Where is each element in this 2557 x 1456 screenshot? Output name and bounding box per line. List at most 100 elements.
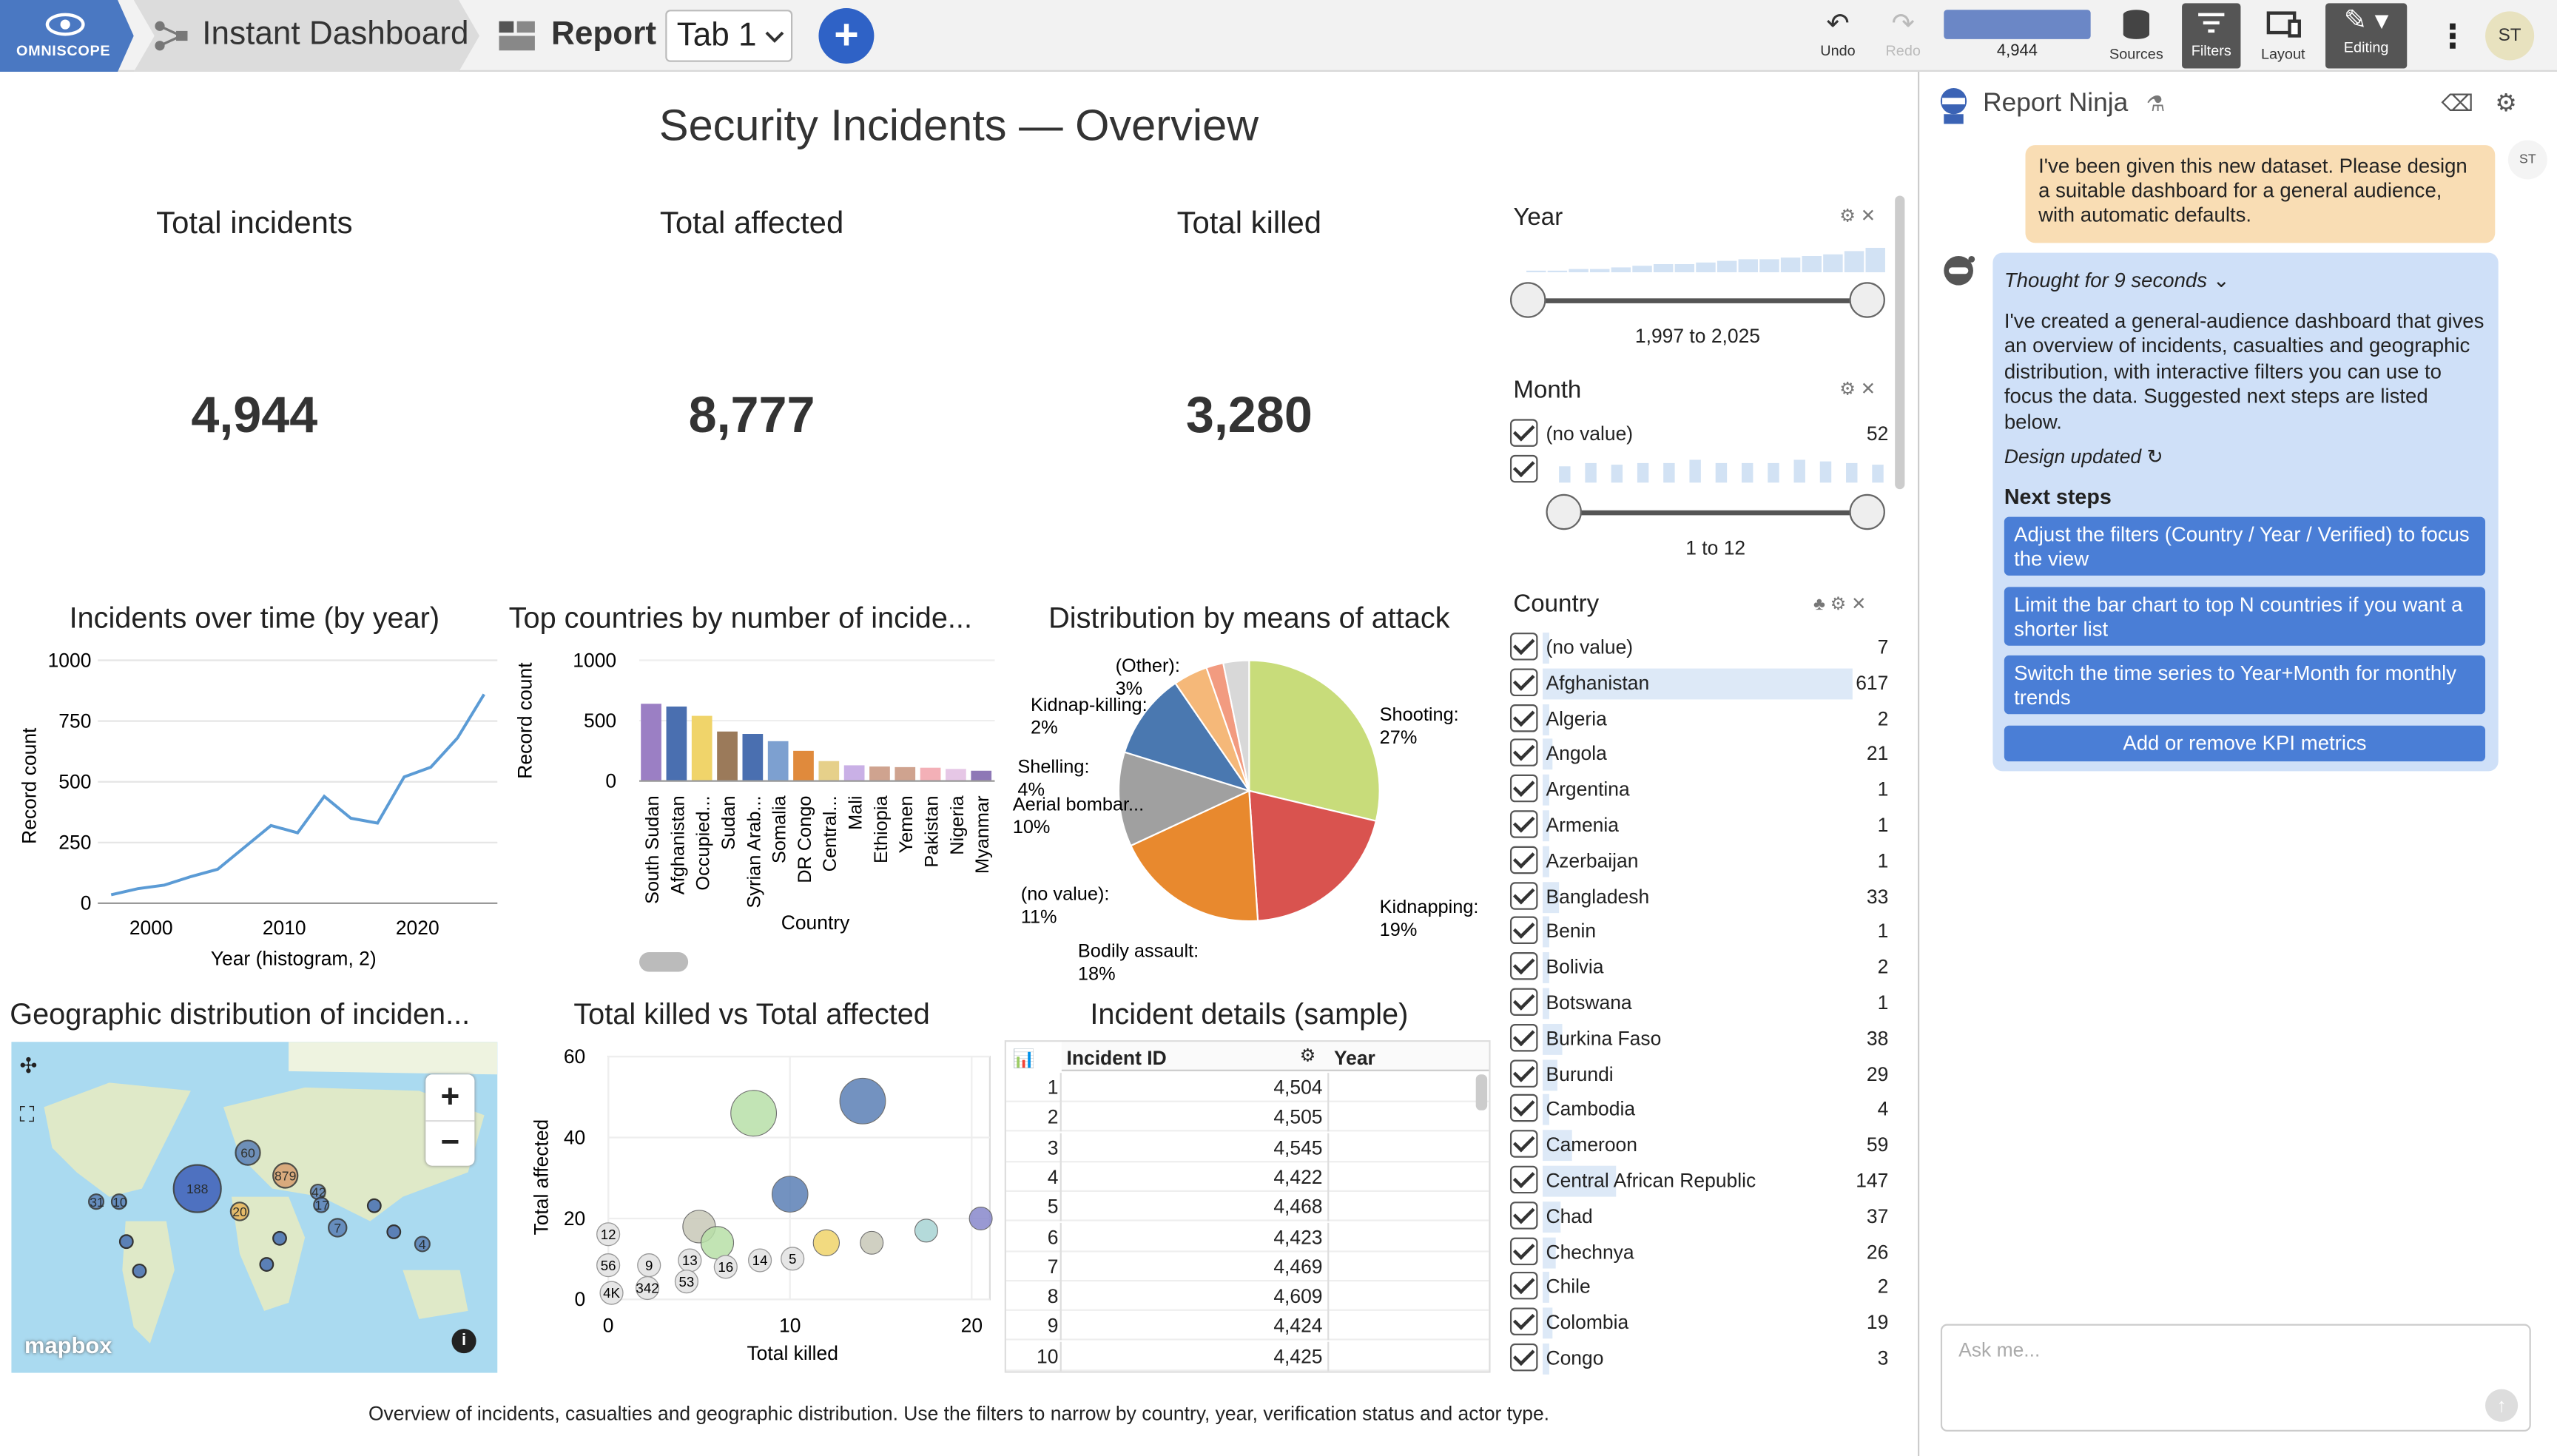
country-checkbox[interactable] [1509,1343,1538,1372]
country-checkbox[interactable] [1509,988,1538,1016]
line-chart[interactable]: 0 250 500 750 1000 2000 2010 2020 Year (histogra… [0,639,505,978]
country-filter-item[interactable]: Chile 2 [1509,1271,1892,1305]
country-filter-item[interactable]: Colombia 19 [1509,1307,1892,1341]
country-checkbox[interactable] [1509,1094,1538,1123]
eraser-icon[interactable]: ⌫ [2441,90,2474,116]
table-row[interactable]: 7 4,469 [1005,1252,1489,1281]
country-filter-item[interactable]: Azerbaijan 1 [1509,844,1892,878]
data-table[interactable]: 📊 Incident ID ⚙ Year 1 4,504 2 4,505 3 4,545 4… [1004,1040,1491,1373]
ask-input[interactable]: Ask me... [1940,1324,2531,1432]
map-bubble-small[interactable] [386,1224,402,1239]
undo-button[interactable]: ↶ Undo [1813,7,1862,69]
map-bubble[interactable]: 60 [235,1139,261,1166]
month-values-checkbox[interactable] [1509,454,1538,483]
country-checkbox[interactable] [1509,810,1538,838]
table-row[interactable]: 1 4,504 [1005,1073,1489,1102]
map-bubble[interactable]: 17 [313,1196,330,1213]
add-tab-button[interactable]: + [818,8,875,64]
country-checkbox[interactable] [1509,1130,1538,1159]
month-slider-max-handle[interactable] [1849,493,1885,530]
country-checkbox[interactable] [1509,917,1538,945]
month-slider-track[interactable] [1565,510,1869,516]
country-checkbox[interactable] [1509,668,1538,696]
redo-button[interactable]: ↷ Redo [1879,7,1927,69]
map-bubble-small[interactable] [118,1234,134,1250]
country-filter-item[interactable]: Bolivia 2 [1509,951,1892,985]
country-checkbox[interactable] [1509,881,1538,909]
settings-gear-icon[interactable]: ⚙ [2495,90,2517,118]
country-filter-item[interactable]: Chechnya 26 [1509,1236,1892,1270]
info-icon[interactable]: i [451,1329,476,1354]
map-bubble[interactable]: 879 [272,1162,299,1189]
country-checkbox[interactable] [1509,1201,1538,1230]
sources-button[interactable]: Sources [2103,7,2169,69]
table-scrollbar[interactable] [1475,1074,1488,1110]
next-step-button-1[interactable]: Adjust the filters (Country / Year / Ver… [2004,516,2486,576]
country-filter-item[interactable]: Argentina 1 [1509,773,1892,807]
country-filter-item[interactable]: Armenia 1 [1509,809,1892,843]
table-row[interactable]: 9 4,424 [1005,1311,1489,1341]
country-filter-item[interactable]: (no value) 7 [1509,631,1892,665]
country-filter-item[interactable]: Angola 21 [1509,738,1892,772]
year-slider-min-handle[interactable] [1509,282,1546,318]
more-options-icon[interactable]: ⋮ [2436,19,2470,55]
year-slider-track[interactable] [1528,298,1867,303]
fit-icon[interactable]: ⛶ [19,1102,35,1127]
gear-icon[interactable]: ⚙ [1299,1046,1316,1067]
map-bubble[interactable]: 20 [229,1201,250,1221]
month-slider-min-handle[interactable] [1546,493,1582,530]
country-filter-gear-icon[interactable]: ♣ ⚙ ✕ [1813,595,1867,615]
country-checkbox[interactable] [1509,633,1538,661]
next-step-button-3[interactable]: Switch the time series to Year+Month for… [2004,655,2486,715]
country-checkbox[interactable] [1509,775,1538,803]
country-checkbox[interactable] [1509,1165,1538,1194]
filters-button[interactable]: Filters [2182,3,2241,69]
refresh-icon[interactable]: ↻ [2146,445,2163,468]
country-filter-item[interactable]: Chad 37 [1509,1200,1892,1234]
country-checkbox[interactable] [1509,1236,1538,1265]
column-year[interactable]: Year [1333,1046,1375,1070]
country-filter-item[interactable]: Cameroon 59 [1509,1128,1892,1162]
year-filter-gear-icon[interactable]: ⚙ ✕ [1839,206,1876,227]
table-row[interactable]: 6 4,423 [1005,1221,1489,1252]
country-filter-item[interactable]: Central African Republic 147 [1509,1165,1892,1199]
bar-chart[interactable]: 0 500 1000 South Sudan Afghanistan Occupied..… [509,639,998,978]
year-slider-max-handle[interactable] [1849,282,1885,318]
table-row[interactable]: 2 4,505 [1005,1102,1489,1133]
country-filter-item[interactable]: Botswana 1 [1509,986,1892,1020]
country-checkbox[interactable] [1509,1023,1538,1052]
table-row[interactable]: 4 4,422 [1005,1162,1489,1192]
map-bubble-small[interactable] [259,1257,274,1272]
table-row[interactable]: 5 4,468 [1005,1192,1489,1222]
country-checkbox[interactable] [1509,1272,1538,1301]
breadcrumb-project[interactable]: Instant Dashboard [133,0,480,72]
next-step-button-2[interactable]: Limit the bar chart to top N countries i… [2004,587,2486,646]
chart-icon[interactable]: 📊 [1012,1050,1035,1070]
thought-toggle[interactable]: Thought for 9 seconds ⌄ [2004,267,2230,292]
country-filter-item[interactable]: Bangladesh 33 [1509,880,1892,914]
country-checkbox[interactable] [1509,739,1538,767]
editing-button[interactable]: ✎ ▾ Editing [2325,3,2408,69]
country-filter-item[interactable]: Afghanistan 617 [1509,667,1892,701]
scatter-chart[interactable]: 0 20 40 60 0 10 20 12 56 9 13 16 14 5 4K 342 53 Total kil… [507,1037,1000,1373]
layout-button[interactable]: Layout [2254,7,2312,69]
map-bubble-small[interactable] [366,1198,382,1213]
zoom-out-button[interactable]: − [425,1120,475,1166]
map[interactable]: 31 10 188 60 20 879 42 17 7 4 + − mapbox i [11,1042,498,1373]
map-bubble[interactable]: 4 [414,1236,431,1253]
filters-scrollbar[interactable] [1895,195,1905,490]
pan-icon[interactable]: ✣ [19,1053,38,1078]
country-checkbox[interactable] [1509,704,1538,732]
country-checkbox[interactable] [1509,1307,1538,1336]
map-bubble[interactable]: 7 [328,1218,348,1238]
country-checkbox[interactable] [1509,1059,1538,1088]
country-filter-item[interactable]: Algeria 2 [1509,702,1892,736]
table-row[interactable]: 3 4,545 [1005,1132,1489,1162]
country-filter-item[interactable]: Benin 1 [1509,915,1892,949]
country-checkbox[interactable] [1509,952,1538,980]
send-icon[interactable]: ↑ [2485,1389,2519,1422]
country-filter-item[interactable]: Cambodia 4 [1509,1093,1892,1127]
next-step-button-4[interactable]: Add or remove KPI metrics [2004,725,2486,762]
map-bubble[interactable]: 188 [172,1164,222,1213]
tab-selector[interactable]: Tab 1 [665,10,793,62]
